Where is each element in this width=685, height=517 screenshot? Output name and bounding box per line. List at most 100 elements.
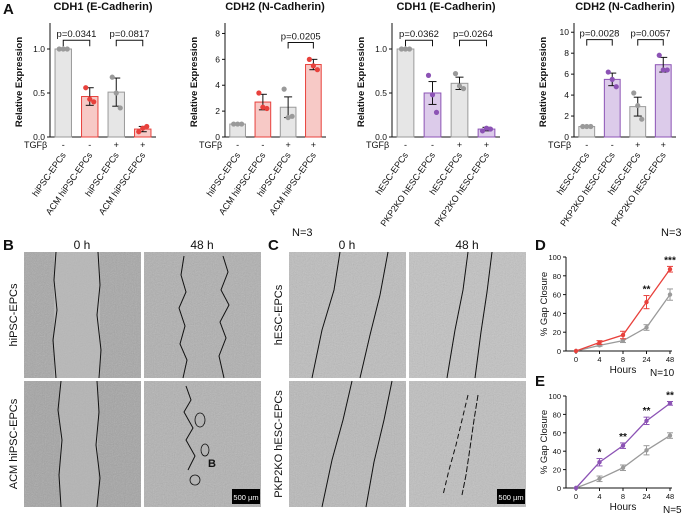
x-tick-label: 4	[597, 355, 601, 364]
data-point	[605, 69, 611, 75]
p-value-label: p=0.0362	[399, 29, 439, 40]
y-axis-label: % Gap Closure	[539, 272, 550, 336]
data-point	[239, 121, 245, 127]
panel-label-a: A	[3, 1, 14, 18]
data-point	[620, 332, 626, 338]
y-tick-label: 100	[548, 392, 561, 401]
significance-bracket	[287, 42, 314, 49]
micrograph-b-bottom-0h	[24, 380, 141, 508]
chart-title: CDH1 (E-Cadherin)	[53, 1, 152, 13]
tgf-sign: +	[457, 140, 462, 150]
micrograph-c-bottom-48h: 500 µm	[409, 381, 526, 507]
x-tick-label: 48	[666, 492, 674, 501]
data-point	[87, 96, 93, 102]
data-point	[635, 102, 641, 109]
y-tick-label: 8	[215, 28, 220, 38]
data-point	[117, 105, 123, 111]
y-axis-label: Relative Expression	[356, 37, 367, 127]
micrograph-b-top-0h	[24, 251, 141, 379]
scale-bar-c: 500 µm	[498, 493, 523, 502]
category-label: ACM hiPSC-EPCs	[97, 150, 148, 217]
tgf-sign: +	[285, 140, 290, 150]
data-point	[584, 123, 590, 130]
significance-marker: **	[643, 406, 651, 417]
bar-chart-cdh1-hipsc: CDH1 (E-Cadherin) Relative Expression 0.0 0…	[14, 1, 156, 217]
data-point	[256, 90, 262, 96]
y-tick-label: 1.0	[375, 44, 387, 54]
x-tick-label: 0	[574, 492, 578, 501]
chart-title: CDH1 (E-Cadherin)	[396, 1, 495, 13]
data-point	[597, 460, 602, 465]
n-label-e: N=5	[663, 505, 682, 516]
tgf-sign: -	[585, 140, 588, 150]
data-point	[644, 418, 649, 424]
data-point	[660, 67, 666, 73]
y-tick-label: 0.5	[375, 88, 387, 98]
y-tick-label: 2	[564, 111, 569, 121]
data-point	[140, 125, 146, 131]
data-point	[281, 86, 287, 92]
bar-chart-cdh2-hesc: CDH2 (N-Cadherin) Relative Expression 0 2 4 6…	[538, 1, 676, 228]
bar	[396, 48, 415, 138]
y-tick-label: 4	[564, 90, 569, 100]
significance-bracket	[62, 39, 91, 47]
p-value-label: p=0.0817	[110, 29, 150, 40]
significance-bracket	[586, 39, 613, 46]
y-tick-label: 10	[560, 27, 570, 37]
bar	[54, 48, 72, 138]
y-tick-label: 8	[564, 48, 569, 58]
x-axis-label: Hours	[610, 365, 637, 376]
y-tick-label: 6	[215, 54, 220, 64]
data-point	[664, 67, 670, 73]
significance-bracket	[459, 39, 487, 47]
data-point	[597, 476, 602, 481]
p-value-label: p=0.0264	[453, 29, 493, 40]
tgf-sign: -	[62, 140, 65, 150]
x-tick-label: 48	[666, 355, 674, 364]
x-tick-label: 0	[574, 355, 578, 364]
data-point	[456, 83, 463, 89]
significance-bracket	[637, 39, 664, 46]
significance-marker: **	[619, 432, 627, 443]
y-tick-label: 100	[548, 253, 561, 262]
tgf-sign: -	[431, 140, 434, 150]
y-tick-label: 40	[553, 447, 561, 456]
row-label-c-bottom: PKP2KO hESC-EPCs	[273, 390, 285, 498]
data-point	[398, 46, 405, 52]
chart-title: CDH2 (N-Cadherin)	[225, 1, 325, 13]
data-point	[667, 292, 673, 297]
y-tick-label: 40	[553, 309, 561, 318]
micrograph-b-top-48h	[144, 252, 261, 379]
data-point	[402, 46, 409, 52]
data-point	[667, 267, 673, 272]
y-tick-label: 6	[564, 69, 569, 79]
p-value-label: p=0.0341	[57, 29, 97, 40]
x-tick-label: 24	[642, 492, 650, 501]
micrograph-c-bottom-0h	[289, 380, 406, 508]
data-point	[479, 128, 486, 134]
tgf-sign: -	[236, 140, 239, 150]
significance-marker: **	[666, 391, 674, 402]
data-point	[460, 86, 467, 92]
tgf-sign: -	[88, 140, 91, 150]
data-point	[91, 99, 97, 105]
category-label: ACM hiPSC-EPCs	[267, 150, 318, 217]
data-point	[429, 92, 436, 98]
data-point	[573, 485, 579, 491]
x-tick-label: 8	[621, 492, 625, 501]
data-point	[573, 348, 579, 354]
micrograph-b-bottom-48h: B 500 µm	[144, 381, 261, 507]
tgf-label: TGFβ	[24, 140, 47, 150]
data-point	[285, 114, 291, 121]
data-point	[113, 90, 119, 96]
data-point	[452, 71, 459, 77]
data-point	[656, 52, 662, 58]
tgf-sign: +	[635, 140, 640, 150]
y-axis-label: % Gap Closure	[539, 410, 550, 474]
data-point	[487, 126, 494, 132]
x-tick-label: 4	[597, 492, 601, 501]
data-point	[136, 129, 142, 135]
data-point	[310, 63, 316, 69]
bar-chart-cdh1-hesc: CDH1 (E-Cadherin) Relative Expression 0.0 0…	[356, 1, 500, 228]
data-point	[620, 465, 626, 470]
